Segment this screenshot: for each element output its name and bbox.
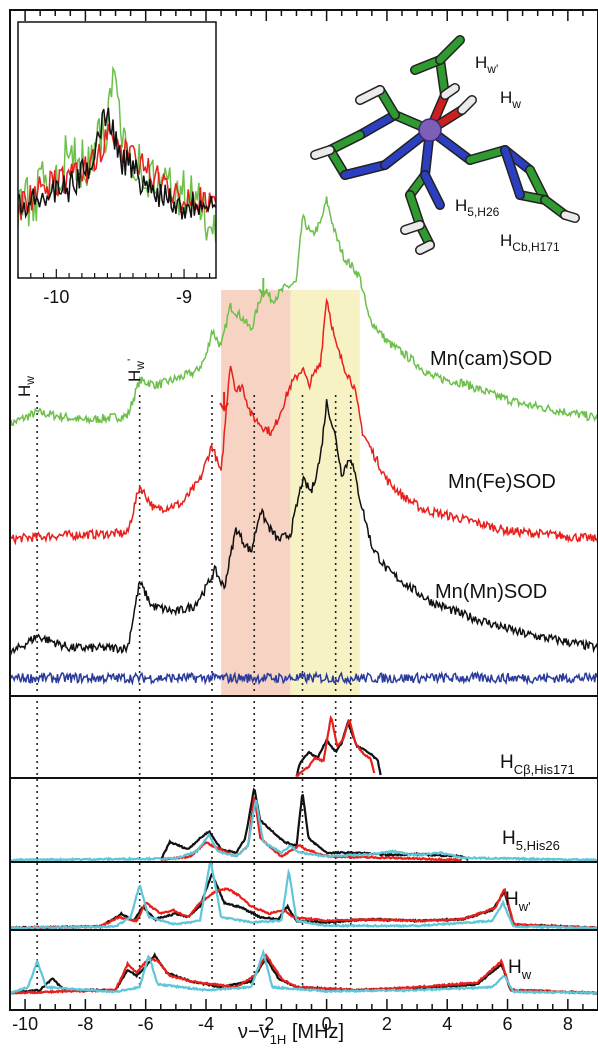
x-tick-label: 4 bbox=[442, 1014, 452, 1034]
bond bbox=[441, 84, 459, 99]
trace-baseline-blue bbox=[9, 670, 598, 686]
x-tick-label: -8 bbox=[77, 1014, 93, 1034]
trace-mncamsod bbox=[9, 196, 598, 429]
bond bbox=[501, 146, 524, 199]
series-label-mnfe: Mn(Fe)SOD bbox=[448, 471, 556, 493]
sim-label-hw: Hw bbox=[508, 957, 532, 982]
x-tick-label: -10 bbox=[12, 1014, 38, 1034]
arrow-red bbox=[219, 392, 229, 413]
shaded-regions bbox=[221, 290, 360, 695]
experimental-traces bbox=[9, 196, 598, 686]
plot-frame bbox=[9, 9, 598, 1011]
molecule-label-h5-h26: H5,H26 bbox=[455, 196, 500, 219]
sim-0-black bbox=[295, 719, 382, 777]
inset-tick-label: -10 bbox=[43, 287, 69, 307]
molecule-label-hw-prime: Hw' bbox=[475, 53, 498, 76]
x-tick-label: -2 bbox=[258, 1014, 274, 1034]
bond bbox=[458, 96, 476, 114]
sim-3-red bbox=[9, 953, 598, 995]
bond bbox=[561, 211, 579, 222]
bond bbox=[356, 111, 399, 139]
x-tick-label: -4 bbox=[198, 1014, 214, 1034]
simulation-traces bbox=[9, 715, 598, 996]
sim-label-hcb-his171: HCβ,His171 bbox=[500, 752, 575, 777]
sim-2-red bbox=[9, 887, 598, 931]
bond bbox=[356, 86, 384, 104]
bond bbox=[401, 221, 424, 234]
sim-0-red bbox=[295, 715, 376, 778]
annotation-hw-prime: Hw' bbox=[125, 359, 147, 382]
trace-mnmnsod bbox=[9, 399, 598, 657]
sim-3-cyan bbox=[9, 948, 598, 996]
bond bbox=[421, 171, 444, 209]
x-axis-label: ν−ν1H [MHz] bbox=[238, 1021, 344, 1047]
series-label-mncam: Mn(cam)SOD bbox=[430, 348, 552, 370]
sim-1-black bbox=[159, 787, 469, 861]
inset-tick-label: -9 bbox=[176, 287, 192, 307]
molecule-label-hcb-h171: HCb,H171 bbox=[500, 231, 560, 254]
sim-1-red bbox=[160, 795, 463, 863]
panel-frames bbox=[9, 9, 598, 1011]
bond bbox=[416, 241, 434, 254]
bond bbox=[466, 146, 509, 164]
molecule-label-hw: Hw bbox=[500, 88, 521, 111]
sim-1-cyan bbox=[9, 799, 598, 863]
bond bbox=[436, 56, 449, 99]
shaded-region-1 bbox=[290, 290, 360, 695]
sim-2-cyan bbox=[9, 859, 598, 931]
sim-label-h5-his26: H5,His26 bbox=[502, 828, 560, 853]
x-tick-label: 0 bbox=[322, 1014, 332, 1034]
bond bbox=[406, 191, 424, 229]
x-tick-label: 6 bbox=[503, 1014, 513, 1034]
arrow-green bbox=[258, 278, 269, 299]
series-label-mnmn: Mn(Mn)SOD bbox=[435, 581, 547, 603]
inset-trace-green bbox=[18, 65, 216, 243]
trace-mnfesod bbox=[9, 297, 598, 546]
shaded-region-0 bbox=[221, 290, 291, 695]
dotted-reference-lines bbox=[36, 395, 352, 985]
bond bbox=[311, 146, 334, 159]
bond bbox=[326, 131, 364, 154]
annotation-hw: Hw bbox=[15, 376, 37, 397]
inset-traces bbox=[18, 65, 216, 243]
inset-frame bbox=[17, 21, 217, 279]
mn-active-site-molecule bbox=[310, 35, 580, 255]
x-tick-label: 2 bbox=[382, 1014, 392, 1034]
sim-label-hw-prime: Hw' bbox=[505, 889, 531, 914]
bond bbox=[341, 161, 389, 179]
manganese-atom bbox=[418, 118, 442, 142]
x-tick-label: -6 bbox=[138, 1014, 154, 1034]
inset-trace-black bbox=[18, 107, 216, 220]
x-ticks: -10 -8 -6 -4 -2 0 2 4 6 8 bbox=[9, 10, 598, 1034]
bond bbox=[436, 36, 464, 64]
inset-panel: -10 -9 bbox=[17, 21, 217, 307]
x-tick-label: 8 bbox=[563, 1014, 573, 1034]
